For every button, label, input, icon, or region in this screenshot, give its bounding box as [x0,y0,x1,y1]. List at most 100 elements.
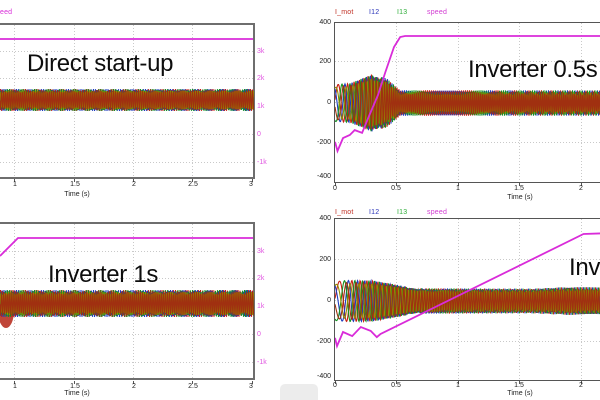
x-tick-label: 1 [13,383,17,390]
waveform-plot-inverter-slow [335,232,600,349]
x-tick-label: 0.5 [391,382,401,389]
grid-line [335,341,600,342]
x-tick-label: 1.5 [70,383,80,390]
x-tick-label: 1.5 [70,181,80,188]
y-tick-label: 400 [319,215,331,222]
x-tick-label: 2 [132,383,136,390]
grid-line [0,334,253,335]
axis-tick [458,381,459,384]
panel-title-inverter-clipped: Inv [569,254,600,281]
legend-imot: I_mot [335,209,354,216]
y-tick-label: 0 [327,297,331,304]
y-tick-label: -1k [257,359,267,366]
x-tick-label: 2 [579,382,583,389]
grid-line [335,142,600,143]
x-tick-label: 0 [333,382,337,389]
grid-line [0,162,253,163]
x-tick-label: 2.5 [188,383,198,390]
y-tick-label: 200 [319,256,331,263]
x-axis-label: Time (s) [64,390,90,397]
axis-tick [74,381,75,384]
waveform-plot-inverter-1s [0,237,254,328]
axis-tick [335,381,336,384]
axis-tick [396,381,397,384]
x-axis-label: Time (s) [507,390,533,397]
axis-tick [581,381,582,384]
axis-tick [335,183,336,186]
axis-tick [192,179,193,182]
y-tick-label: -1k [257,159,267,166]
axis-tick [252,381,253,384]
axis-tick [14,179,15,182]
legend-speed: speed [427,9,448,16]
y-tick-label: -200 [316,338,331,345]
grid-line [0,278,253,279]
panel-title-inverter-05s: Inverter 0.5s [468,56,598,83]
plot-border-right [253,222,255,380]
axis-tick [74,179,75,182]
panel-title-inverter-1s: Inverter 1s [48,261,159,288]
panel-title-direct-startup: Direct start-up [27,50,174,77]
legend-speed-fragment: eed [0,9,13,16]
y-tick-label: 200 [319,58,331,65]
plot-axis-left [334,218,335,381]
y-tick-label: 3k [257,48,265,55]
x-tick-label: 2 [132,181,136,188]
x-tick-label: 3 [249,383,253,390]
grid-line [335,61,600,62]
video-overlay-box [280,384,318,400]
grid-line [0,51,253,52]
x-axis-label: Time (s) [64,191,90,198]
y-tick-label: -400 [316,373,331,380]
axis-tick [252,179,253,182]
y-tick-label: 3k [257,248,265,255]
plot-border-right [253,23,255,179]
y-tick-label: 1k [257,103,265,110]
plot-border-top [334,22,600,23]
x-tick-label: 2 [579,185,583,192]
legend-i13: I13 [397,209,408,216]
x-axis-label: Time (s) [507,194,533,201]
x-tick-label: 0.5 [391,185,401,192]
x-tick-label: 1 [456,382,460,389]
x-tick-label: 1.5 [514,185,524,192]
grid-line [0,134,253,135]
waveform-plot-direct-startup [0,38,254,112]
legend-i12: I12 [369,209,380,216]
axis-tick [519,381,520,384]
waveform-plot-inverter-05s [335,35,600,154]
axis-tick [133,381,134,384]
plot-border-top [0,222,255,224]
x-tick-label: 1.5 [514,382,524,389]
plot-border-top [334,218,600,219]
axis-tick [133,179,134,182]
x-tick-label: 3 [249,181,253,188]
axis-tick [396,183,397,186]
plot-axis-bottom [0,177,255,179]
grid-line [0,362,253,363]
plot-axis-left [334,22,335,183]
y-tick-label: 2k [257,75,265,82]
grid-line [335,259,600,260]
x-tick-label: 1 [456,185,460,192]
plot-axis-bottom [334,380,600,381]
y-tick-label: -400 [316,173,331,180]
y-tick-label: 400 [319,19,331,26]
legend-imot: I_mot [335,9,354,16]
x-tick-label: 0 [333,185,337,192]
y-tick-label: 1k [257,303,265,310]
axis-tick [458,183,459,186]
plot-border-top [0,23,255,25]
legend-i13: I13 [397,9,408,16]
y-tick-label: -200 [316,139,331,146]
y-tick-label: 2k [257,275,265,282]
legend-speed: speed [427,209,448,216]
plot-axis-bottom [0,378,255,380]
grid-line [0,251,253,252]
y-tick-label: 0 [257,331,261,338]
y-tick-label: 0 [257,131,261,138]
plot-axis-bottom [334,182,600,183]
axis-tick [581,183,582,186]
x-tick-label: 1 [13,181,17,188]
